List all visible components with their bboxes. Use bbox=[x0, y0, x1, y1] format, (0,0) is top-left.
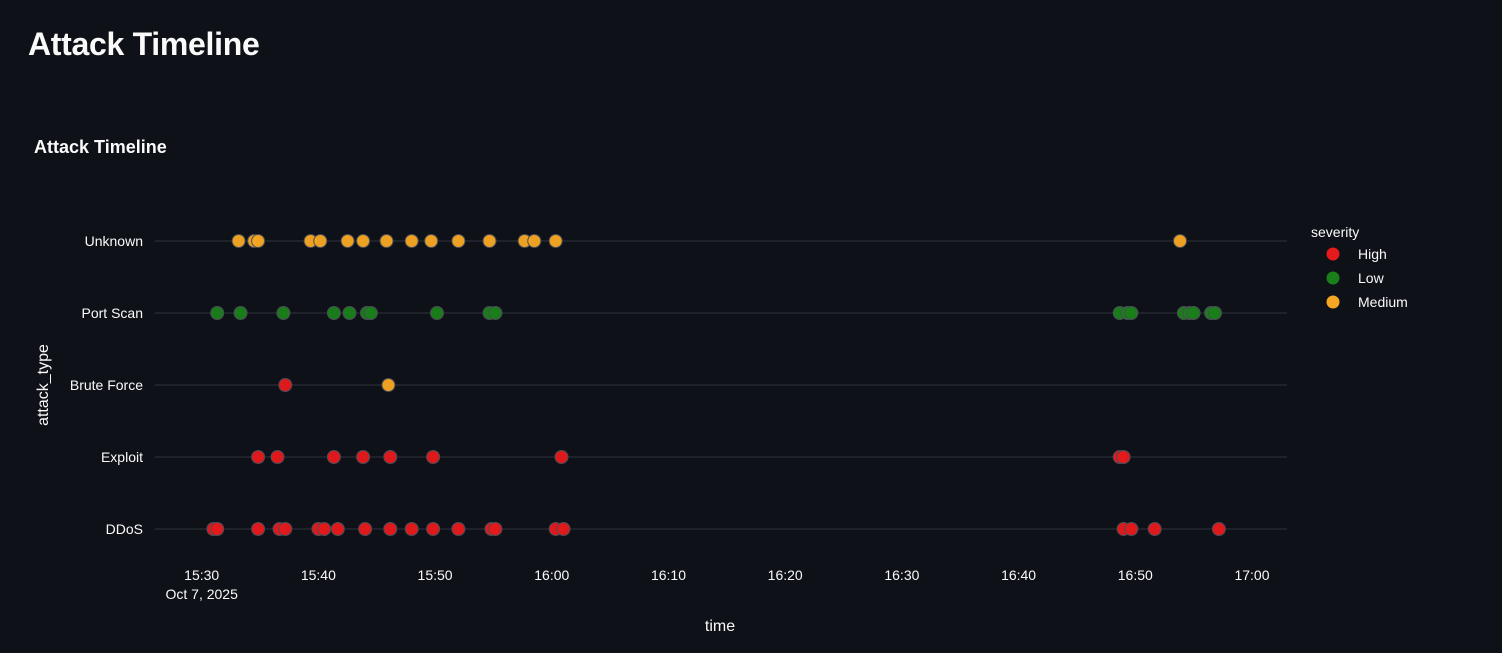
data-point-high[interactable] bbox=[358, 522, 373, 536]
data-point-low[interactable] bbox=[430, 306, 444, 320]
x-tick-label: 15:30 bbox=[184, 567, 219, 583]
data-point-low[interactable] bbox=[363, 306, 378, 320]
data-point-high[interactable] bbox=[330, 522, 345, 536]
data-point-high[interactable] bbox=[383, 450, 398, 464]
data-point-high[interactable] bbox=[356, 450, 371, 464]
data-point-medium[interactable] bbox=[356, 234, 371, 248]
legend-label-low[interactable]: Low bbox=[1358, 270, 1385, 286]
data-point-low[interactable] bbox=[276, 306, 291, 320]
x-tick-labels: 15:30 Oct 7, 2025 15:40 15:50 16:00 16:10 16:2… bbox=[165, 567, 1269, 602]
data-point-medium[interactable] bbox=[527, 234, 542, 248]
data-point-high[interactable] bbox=[556, 522, 571, 536]
x-tick-label: 16:00 bbox=[534, 567, 569, 583]
x-tick-label: 16:10 bbox=[651, 567, 686, 583]
data-point-medium[interactable] bbox=[231, 234, 246, 248]
data-point-medium[interactable] bbox=[424, 234, 439, 248]
legend-label-medium[interactable]: Medium bbox=[1358, 294, 1408, 310]
data-point-medium[interactable] bbox=[451, 234, 466, 248]
grid-lines bbox=[155, 240, 1287, 530]
data-point-high[interactable] bbox=[251, 522, 266, 536]
scatter-chart: Attack Timeline DDoS Exploit Brute Force Po… bbox=[34, 137, 1408, 635]
chart-container: Attack Timeline DDoS Exploit Brute Force Po… bbox=[0, 120, 1502, 653]
data-point-high[interactable] bbox=[404, 522, 419, 536]
y-tick-label: Port Scan bbox=[82, 305, 143, 321]
legend-label-high[interactable]: High bbox=[1358, 246, 1387, 262]
data-point-medium[interactable] bbox=[251, 234, 266, 248]
y-tick-labels: DDoS Exploit Brute Force Port Scan Unknown bbox=[70, 233, 143, 537]
data-point-medium[interactable] bbox=[379, 234, 394, 248]
x-tick-label: 17:00 bbox=[1234, 567, 1269, 583]
legend-title: severity bbox=[1311, 224, 1359, 240]
data-points[interactable] bbox=[206, 234, 1226, 536]
data-point-low[interactable] bbox=[1208, 306, 1222, 320]
data-point-low[interactable] bbox=[1186, 306, 1201, 320]
legend: severity High Low Medium bbox=[1311, 224, 1408, 310]
data-point-high[interactable] bbox=[270, 450, 285, 464]
x-axis-label: time bbox=[705, 618, 735, 635]
data-point-medium[interactable] bbox=[404, 234, 419, 248]
y-tick-label: Brute Force bbox=[70, 377, 143, 393]
x-tick-label: 16:40 bbox=[1001, 567, 1036, 583]
data-point-medium[interactable] bbox=[482, 234, 497, 248]
data-point-low[interactable] bbox=[342, 306, 357, 320]
data-point-high[interactable] bbox=[383, 522, 398, 536]
y-tick-label: DDoS bbox=[106, 521, 143, 537]
data-point-medium[interactable] bbox=[381, 378, 396, 392]
data-point-medium[interactable] bbox=[1173, 234, 1187, 248]
data-point-high[interactable] bbox=[426, 450, 441, 464]
data-point-high[interactable] bbox=[1116, 450, 1131, 464]
data-point-high[interactable] bbox=[251, 450, 266, 464]
x-tick-label: 15:50 bbox=[418, 567, 453, 583]
data-point-high[interactable] bbox=[278, 522, 293, 536]
data-point-medium[interactable] bbox=[548, 234, 563, 248]
page-title: Attack Timeline bbox=[28, 26, 260, 62]
data-point-high[interactable] bbox=[426, 522, 441, 536]
data-point-high[interactable] bbox=[451, 522, 466, 536]
data-point-high[interactable] bbox=[326, 450, 341, 464]
y-tick-label: Unknown bbox=[85, 233, 143, 249]
y-tick-label: Exploit bbox=[101, 449, 143, 465]
data-point-medium[interactable] bbox=[313, 234, 328, 248]
data-point-high[interactable] bbox=[1147, 522, 1162, 536]
x-tick-label: 16:30 bbox=[884, 567, 919, 583]
legend-marker-medium bbox=[1326, 295, 1340, 309]
data-point-low[interactable] bbox=[488, 306, 503, 320]
data-point-high[interactable] bbox=[317, 522, 332, 536]
data-point-low[interactable] bbox=[210, 306, 225, 320]
data-point-high[interactable] bbox=[1124, 522, 1139, 536]
data-point-low[interactable] bbox=[1124, 306, 1139, 320]
legend-marker-high bbox=[1326, 247, 1340, 261]
data-point-high[interactable] bbox=[488, 522, 503, 536]
x-tick-label: 16:20 bbox=[768, 567, 803, 583]
x-tick-label: 15:40 bbox=[301, 567, 336, 583]
data-point-high[interactable] bbox=[554, 450, 569, 464]
data-point-low[interactable] bbox=[233, 306, 248, 320]
x-tick-label: 16:50 bbox=[1118, 567, 1153, 583]
data-point-high[interactable] bbox=[278, 378, 293, 392]
y-axis-label: attack_type bbox=[35, 344, 52, 426]
data-point-high[interactable] bbox=[1211, 522, 1226, 536]
data-point-high[interactable] bbox=[210, 522, 225, 536]
data-point-medium[interactable] bbox=[340, 234, 355, 248]
legend-marker-low bbox=[1326, 271, 1340, 285]
chart-title: Attack Timeline bbox=[34, 137, 167, 157]
x-date-label: Oct 7, 2025 bbox=[165, 586, 238, 602]
data-point-low[interactable] bbox=[326, 306, 341, 320]
